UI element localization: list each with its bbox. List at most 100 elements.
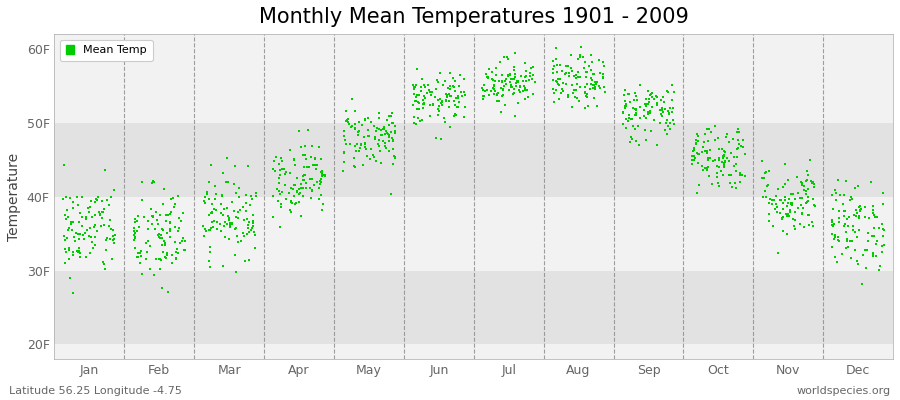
Point (568, 94, 582, 100)
Point (248, 232, 262, 238)
Point (508, 50, 522, 56)
Point (143, 206, 157, 212)
Point (875, 243, 889, 249)
Point (246, 212, 260, 218)
Point (303, 195, 318, 201)
Point (277, 171, 292, 178)
Point (248, 245, 262, 252)
Point (153, 212, 167, 218)
Point (146, 178, 160, 184)
Point (517, 83, 531, 90)
Point (732, 129, 746, 136)
Point (274, 166, 289, 172)
Point (788, 196, 802, 202)
Point (773, 210, 788, 217)
Point (598, 88, 612, 95)
Point (807, 203, 822, 210)
Point (516, 88, 530, 94)
Point (486, 76, 500, 83)
Point (160, 212, 175, 218)
Point (364, 119, 378, 126)
Point (96, 261, 111, 267)
Point (443, 83, 457, 89)
Point (295, 177, 310, 183)
Point (283, 170, 297, 177)
Point (630, 97, 644, 104)
Point (770, 250, 785, 256)
Point (525, 76, 539, 83)
Point (877, 227, 891, 234)
Point (98, 167, 112, 173)
Point (716, 148, 731, 154)
Point (840, 237, 854, 244)
Point (203, 210, 218, 217)
Point (773, 197, 788, 203)
Point (508, 86, 522, 92)
Point (712, 156, 726, 163)
Point (362, 133, 376, 140)
Point (770, 204, 785, 210)
Point (148, 255, 163, 262)
Point (75, 222, 89, 229)
Point (703, 146, 717, 153)
Point (503, 72, 517, 78)
Point (202, 248, 217, 255)
Point (866, 251, 880, 257)
Point (128, 229, 142, 236)
Point (344, 124, 358, 130)
Point (852, 204, 867, 210)
Point (59, 234, 74, 241)
Point (518, 67, 533, 74)
Point (687, 153, 701, 159)
Point (430, 112, 445, 119)
Point (761, 182, 776, 188)
Point (653, 107, 668, 113)
Point (223, 221, 238, 228)
Point (338, 136, 352, 143)
Point (827, 236, 842, 243)
Point (346, 154, 361, 161)
Point (440, 93, 454, 100)
Point (237, 230, 251, 236)
Point (783, 207, 797, 214)
Point (491, 90, 506, 96)
Point (558, 81, 572, 87)
Point (765, 201, 779, 208)
Point (147, 178, 161, 185)
Point (153, 256, 167, 262)
Point (284, 209, 298, 215)
Point (356, 134, 371, 140)
Point (785, 200, 799, 206)
Point (585, 85, 599, 91)
Point (167, 223, 182, 230)
Point (650, 101, 664, 108)
Point (733, 170, 747, 177)
Point (59, 249, 74, 256)
Point (696, 166, 710, 173)
Point (434, 100, 448, 106)
Point (512, 87, 526, 94)
Point (214, 228, 229, 234)
Point (378, 140, 392, 147)
Point (568, 87, 582, 93)
Point (153, 235, 167, 241)
Point (168, 256, 183, 262)
Point (64, 220, 78, 227)
Point (178, 247, 193, 253)
Point (760, 183, 775, 190)
Point (372, 126, 386, 132)
Point (361, 115, 375, 121)
Point (667, 89, 681, 96)
Point (238, 192, 253, 198)
Point (619, 125, 634, 132)
Point (786, 216, 800, 222)
Point (351, 128, 365, 135)
Point (159, 252, 174, 258)
Point (209, 191, 223, 197)
Point (274, 204, 288, 210)
Point (707, 123, 722, 129)
Point (546, 66, 561, 72)
Point (208, 183, 222, 190)
Point (757, 175, 771, 181)
Point (636, 112, 651, 119)
